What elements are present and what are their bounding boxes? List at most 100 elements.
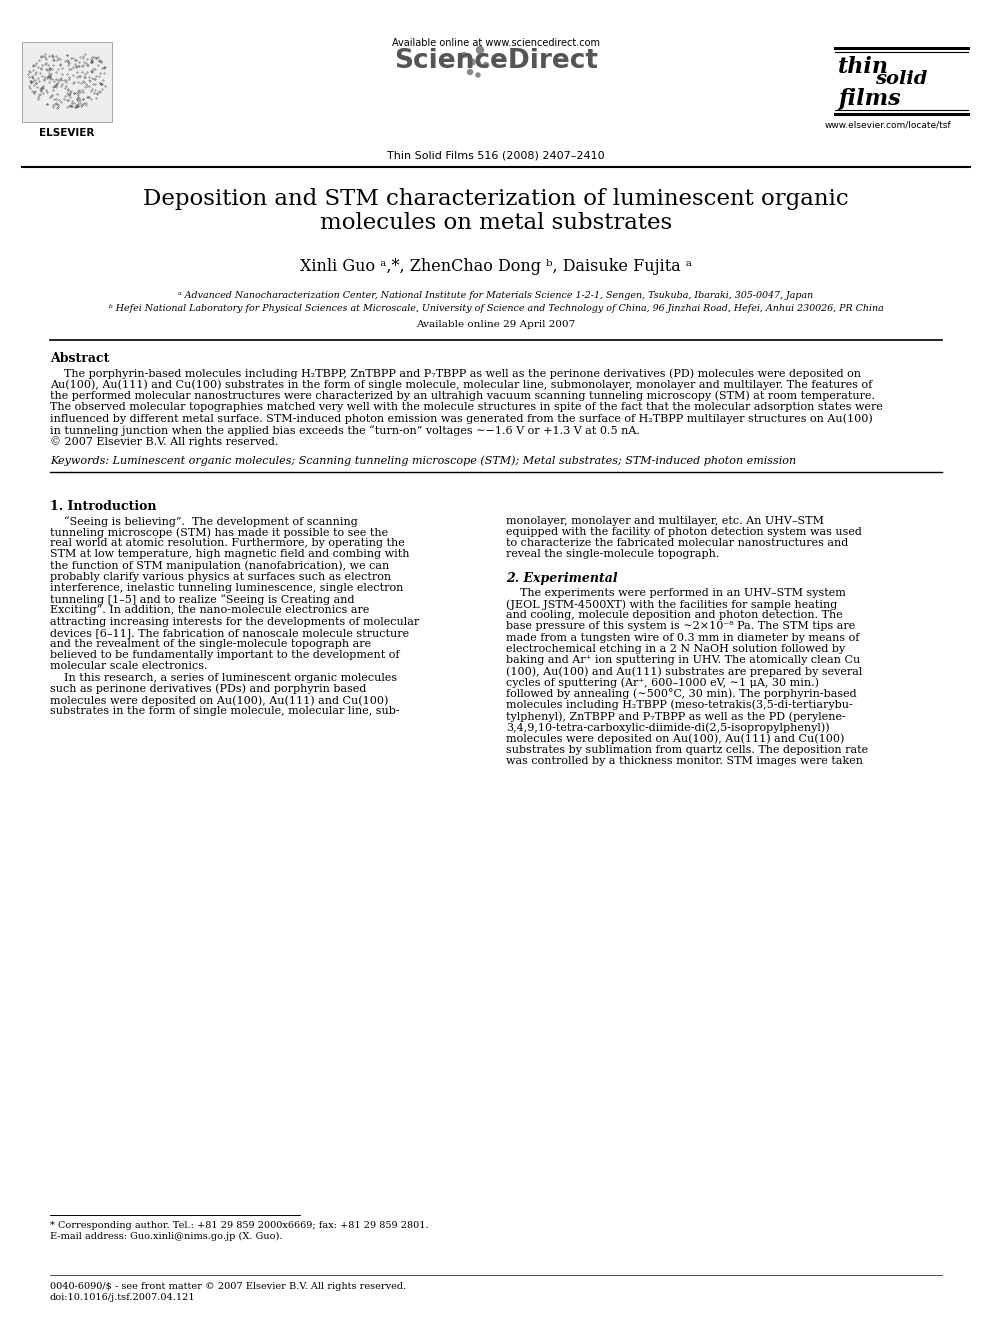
Point <box>40 65 56 86</box>
Text: molecules on metal substrates: molecules on metal substrates <box>320 212 672 234</box>
Point <box>82 70 98 91</box>
Text: in tunneling junction when the applied bias exceeds the “turn-on” voltages ∼−1.6: in tunneling junction when the applied b… <box>50 425 640 435</box>
Point <box>81 70 97 91</box>
Point <box>39 94 55 115</box>
Text: and cooling, molecule deposition and photon detection. The: and cooling, molecule deposition and pho… <box>506 610 843 620</box>
Point <box>61 89 76 110</box>
Point <box>54 70 69 91</box>
Point <box>75 45 91 66</box>
Point <box>87 69 103 90</box>
Point <box>40 67 56 89</box>
Point <box>51 94 66 115</box>
Text: devices [6–11]. The fabrication of nanoscale molecule structure: devices [6–11]. The fabrication of nanos… <box>50 628 409 638</box>
Point <box>70 52 86 73</box>
Point <box>43 64 59 85</box>
Point <box>83 46 99 67</box>
Text: doi:10.1016/j.tsf.2007.04.121: doi:10.1016/j.tsf.2007.04.121 <box>50 1293 195 1302</box>
Point <box>96 58 112 79</box>
Text: real world at atomic resolution. Furthermore, by operating the: real world at atomic resolution. Further… <box>50 538 405 548</box>
Point <box>54 73 69 94</box>
Point <box>63 95 79 116</box>
Point <box>45 97 61 118</box>
Point <box>39 94 55 115</box>
Text: * Corresponding author. Tel.: +81 29 859 2000x6669; fax: +81 29 859 2801.: * Corresponding author. Tel.: +81 29 859… <box>50 1221 429 1230</box>
Point <box>68 82 84 103</box>
Point <box>87 58 103 79</box>
Point <box>74 82 90 103</box>
Text: The porphyrin-based molecules including H₂TBPP, ZnTBPP and P₇TBPP as well as the: The porphyrin-based molecules including … <box>50 368 861 378</box>
Point <box>63 95 79 116</box>
Point <box>63 93 79 114</box>
Point <box>83 52 99 73</box>
Point <box>22 62 38 83</box>
Point <box>47 75 62 97</box>
Point <box>43 86 59 107</box>
Point <box>48 94 63 115</box>
Point <box>49 83 64 105</box>
Circle shape <box>476 73 480 77</box>
Point <box>68 62 84 83</box>
Text: base pressure of this system is ∼2×10⁻⁸ Pa. The STM tips are: base pressure of this system is ∼2×10⁻⁸ … <box>506 622 855 631</box>
Text: was controlled by a thickness monitor. STM images were taken: was controlled by a thickness monitor. S… <box>506 755 863 766</box>
Point <box>44 69 60 90</box>
Point <box>25 70 41 91</box>
Point <box>70 71 86 93</box>
Point <box>33 46 49 67</box>
Point <box>59 82 74 103</box>
Point <box>54 75 69 97</box>
Point <box>48 93 63 114</box>
Point <box>49 61 64 82</box>
Point <box>71 93 87 114</box>
Text: electrochemical etching in a 2 N NaOH solution followed by: electrochemical etching in a 2 N NaOH so… <box>506 644 845 654</box>
Point <box>70 95 86 116</box>
Point <box>27 54 43 75</box>
Point <box>60 45 75 66</box>
Point <box>30 56 46 77</box>
Text: © 2007 Elsevier B.V. All rights reserved.: © 2007 Elsevier B.V. All rights reserved… <box>50 437 279 447</box>
Text: ScienceDirect: ScienceDirect <box>394 48 598 74</box>
Text: STM at low temperature, high magnetic field and combing with: STM at low temperature, high magnetic fi… <box>50 549 410 560</box>
Text: 3,4,9,10-tetra-carboxylic-diimide-di(2,5-isopropylphenyl)): 3,4,9,10-tetra-carboxylic-diimide-di(2,5… <box>506 722 829 733</box>
Point <box>49 97 64 118</box>
Point <box>66 93 82 114</box>
Point <box>26 67 42 89</box>
Text: www.elsevier.com/locate/tsf: www.elsevier.com/locate/tsf <box>824 120 951 130</box>
Point <box>59 75 74 97</box>
Text: tunneling [1–5] and to realize “Seeing is Creating and: tunneling [1–5] and to realize “Seeing i… <box>50 594 354 605</box>
Text: molecules were deposited on Au(100), Au(111) and Cu(100): molecules were deposited on Au(100), Au(… <box>50 695 389 705</box>
Point <box>46 87 62 108</box>
Point <box>61 79 76 101</box>
Point <box>78 87 94 108</box>
Point <box>23 71 39 93</box>
Point <box>68 56 84 77</box>
Text: films: films <box>838 89 901 110</box>
Point <box>73 79 89 101</box>
Text: molecules were deposited on Au(100), Au(111) and Cu(100): molecules were deposited on Au(100), Au(… <box>506 733 844 744</box>
Point <box>21 75 37 97</box>
Point <box>42 66 58 87</box>
Text: to characterize the fabricated molecular nanostructures and: to characterize the fabricated molecular… <box>506 538 848 548</box>
Point <box>21 60 37 81</box>
Point <box>38 53 54 74</box>
Point <box>34 77 50 98</box>
Point <box>77 66 93 87</box>
Text: “Seeing is believing”.  The development of scanning: “Seeing is believing”. The development o… <box>50 516 358 527</box>
Text: Abstract: Abstract <box>50 352 109 365</box>
Point <box>24 66 40 87</box>
Point <box>43 66 59 87</box>
Point <box>87 48 103 69</box>
Point <box>50 93 65 114</box>
Point <box>32 83 48 105</box>
Circle shape <box>461 53 466 57</box>
Point <box>62 83 78 105</box>
Point <box>83 52 99 73</box>
Point <box>74 48 90 69</box>
Point <box>53 54 68 75</box>
Point <box>33 78 49 99</box>
Text: and the revealment of the single-molecule topograph are: and the revealment of the single-molecul… <box>50 639 371 650</box>
Point <box>84 49 100 70</box>
Point <box>34 77 50 98</box>
Point <box>61 58 76 79</box>
Point <box>35 45 51 66</box>
Point <box>61 50 76 71</box>
